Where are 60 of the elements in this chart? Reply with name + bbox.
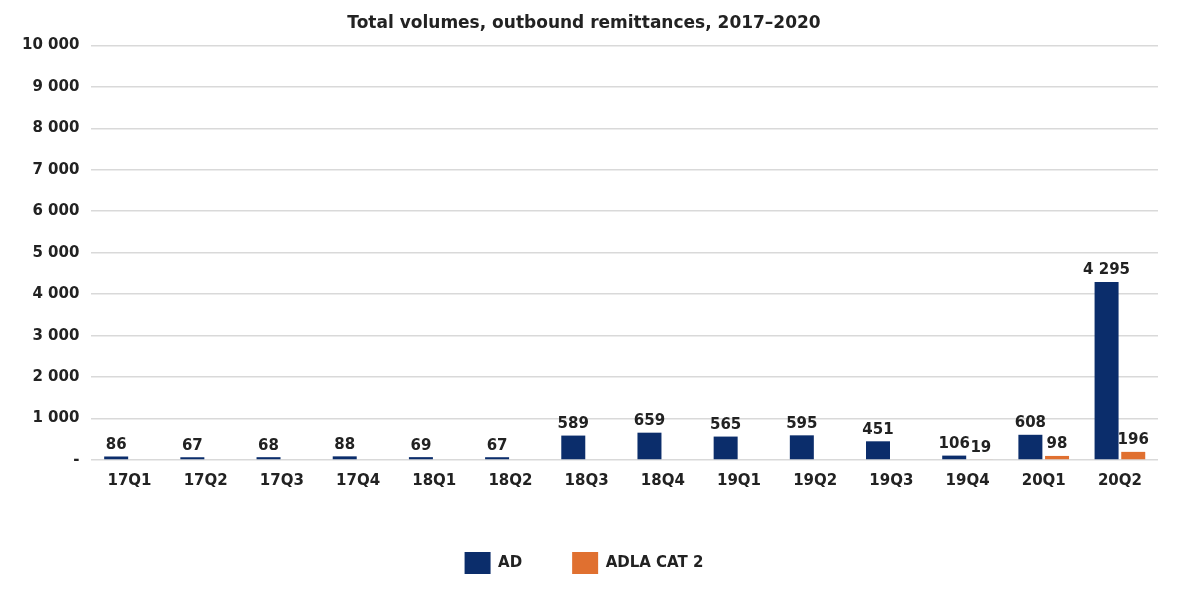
- bar: [637, 432, 662, 460]
- data-label: 19: [970, 437, 992, 456]
- x-tick-label: 20Q1: [1021, 470, 1066, 489]
- data-label: 659: [633, 411, 666, 430]
- x-tick-label: 19Q3: [869, 470, 914, 489]
- data-label: 451: [862, 419, 894, 438]
- y-tick-label: 3 000: [32, 325, 80, 344]
- data-label: 86: [105, 434, 127, 453]
- bar: [866, 441, 891, 460]
- x-tick-label: 18Q3: [564, 470, 609, 489]
- data-label: 98: [1046, 434, 1068, 453]
- y-tick-label: 2 000: [32, 366, 80, 385]
- bar: [104, 456, 129, 460]
- data-label: 88: [334, 434, 356, 453]
- x-tick-label: 18Q2: [488, 470, 533, 489]
- y-tick-label: 5 000: [32, 242, 80, 261]
- x-tick-label: 17Q1: [107, 470, 152, 489]
- data-label: 4 295: [1083, 260, 1131, 279]
- legend-label: AD: [498, 552, 523, 571]
- bar: [789, 435, 814, 460]
- data-label: 67: [181, 435, 203, 454]
- data-label: 608: [1014, 413, 1047, 432]
- y-tick-label: 4 000: [32, 284, 80, 303]
- y-tick-label: -: [73, 449, 80, 468]
- data-label: 595: [786, 413, 818, 432]
- data-label: 67: [486, 435, 508, 454]
- y-tick-label: 7 000: [32, 159, 80, 178]
- chart-title: Total volumes, outbound remittances, 2017–2020: [347, 11, 821, 32]
- bar: [1121, 451, 1146, 460]
- data-label: 68: [258, 435, 279, 454]
- x-tick-label: 19Q2: [793, 470, 838, 489]
- data-label: 106: [938, 434, 970, 452]
- data-label: 69: [410, 435, 432, 454]
- bar: [561, 435, 586, 460]
- x-tick-label: 18Q4: [640, 470, 685, 489]
- x-tick-label: 17Q2: [183, 470, 228, 489]
- x-tick-label: 18Q1: [412, 470, 457, 489]
- bar: [1045, 455, 1070, 460]
- bar: [332, 456, 357, 460]
- y-tick-label: 9 000: [32, 76, 80, 95]
- x-tick-label: 19Q4: [945, 470, 990, 489]
- data-label: 196: [1117, 430, 1149, 449]
- x-tick-label: 20Q2: [1097, 470, 1142, 489]
- legend-label: ADLA CAT 2: [605, 552, 704, 571]
- y-tick-label: 6 000: [32, 201, 80, 220]
- bar: [713, 436, 738, 460]
- bar: [256, 457, 281, 460]
- bar: [408, 457, 433, 460]
- x-tick-label: 17Q3: [259, 470, 304, 489]
- x-tick-label: 17Q4: [336, 470, 381, 489]
- bar: [485, 457, 510, 460]
- bar: [1094, 281, 1119, 460]
- x-tick-label: 19Q1: [716, 470, 762, 489]
- bar: [1018, 434, 1043, 460]
- bar: [180, 457, 205, 460]
- y-tick-label: 1 000: [32, 408, 80, 427]
- data-label: 589: [557, 413, 589, 432]
- y-tick-label: 8 000: [32, 118, 80, 137]
- y-tick-label: 10 000: [21, 35, 80, 54]
- data-label: 565: [709, 414, 742, 433]
